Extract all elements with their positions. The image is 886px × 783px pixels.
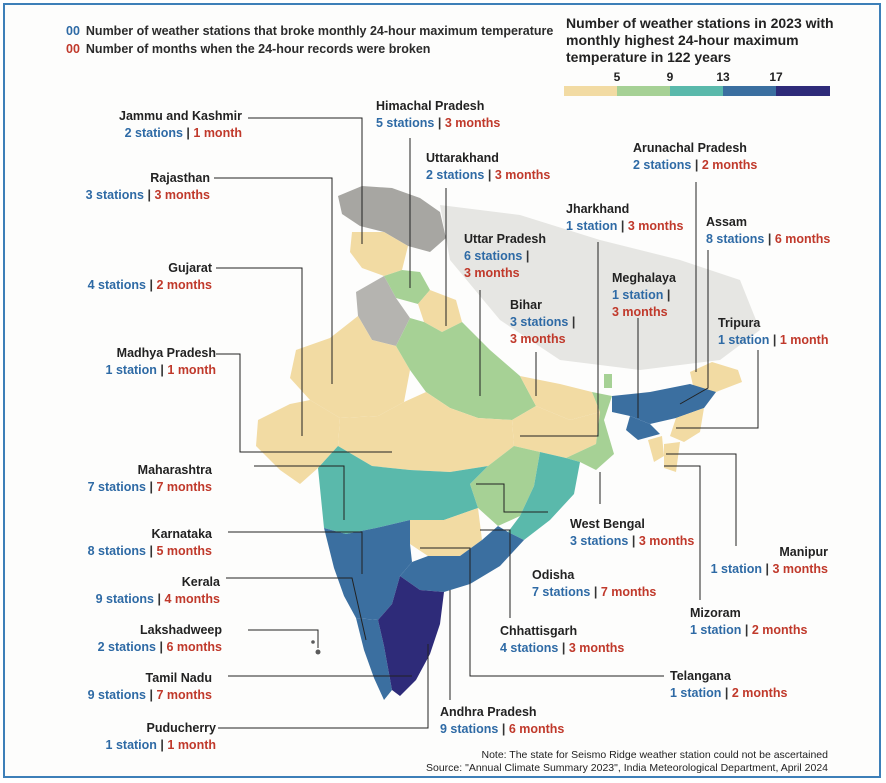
state-west-bengal (566, 392, 614, 470)
scale-swatch (723, 86, 776, 96)
scale-swatch (670, 86, 723, 96)
neighbour-region (440, 205, 760, 370)
label-telangana: Telangana 1 station | 2 months (670, 669, 788, 700)
label-arunachal-pradesh: Arunachal Pradesh 2 stations | 2 months (633, 141, 758, 172)
leader-line-mz (664, 465, 701, 600)
leader-line-as (679, 250, 709, 405)
legend-stations-text: Number of weather stations that broke mo… (85, 24, 554, 38)
leader-line-rj (214, 177, 333, 384)
label-tripura: Tripura 1 station | 1 month (718, 316, 829, 347)
state-jharkhand (512, 406, 600, 458)
label-uttarakhand: Uttarakhand 2 stations | 3 months (426, 151, 551, 182)
state-maharashtra (318, 446, 488, 534)
state-telangana (410, 508, 482, 556)
footer-note: Note: The state for Seismo Ridge weather… (481, 749, 828, 761)
leader-line-mh (254, 465, 345, 520)
state-karnataka (324, 520, 412, 620)
leader-line-ld (248, 629, 319, 648)
state-jammu-kashmir (350, 232, 408, 276)
leader-line-gj (216, 267, 303, 436)
scale-tick: 13 (716, 70, 730, 84)
scale-tick: 9 (666, 70, 674, 84)
leader-line-ka (228, 531, 363, 574)
leader-line-jh (520, 242, 599, 437)
region-ladakh (338, 186, 446, 252)
state-nagaland-manipur (670, 408, 704, 442)
state-tamil-nadu (378, 576, 444, 696)
scale-swatch (776, 86, 830, 96)
state-chhattisgarh (470, 446, 540, 526)
label-maharashtra: Maharashtra 7 stations | 7 months (87, 463, 212, 494)
region-punjab-haryana (356, 276, 410, 346)
leader-line-jk (248, 117, 363, 244)
lakshadweep-island (311, 640, 315, 644)
state-meghalaya (626, 416, 660, 440)
state-odisha (508, 452, 580, 540)
label-madhya-pradesh: Madhya Pradesh 1 station | 1 month (105, 346, 216, 377)
leader-line-tg (420, 547, 664, 677)
state-tripura (648, 436, 664, 462)
legend-stations: 00 Number of weather stations that broke … (66, 24, 553, 38)
label-andhra-pradesh: Andhra Pradesh 9 stations | 6 months (440, 705, 565, 736)
state-uttar-pradesh (396, 318, 536, 420)
scale-tick: 17 (769, 70, 783, 84)
state-uttarakhand (418, 290, 462, 332)
label-himachal-pradesh: Himachal Pradesh 5 stations | 3 months (376, 99, 501, 130)
state-arunachal (690, 362, 742, 392)
label-manipur: Manipur 1 station | 3 months (710, 545, 828, 576)
label-odisha: Odisha 7 stations | 7 months (532, 568, 657, 599)
label-jharkhand: Jharkhand 1 station | 3 months (566, 202, 684, 233)
leader-line-tr (676, 350, 759, 429)
leader-line-cg (480, 529, 511, 618)
state-rajasthan (290, 316, 410, 418)
state-bihar (520, 376, 600, 420)
legend-months-sample: 00 (66, 42, 80, 56)
footer-source: Source: "Annual Climate Summary 2023", I… (426, 762, 828, 774)
state-mizoram (664, 442, 680, 472)
label-kerala: Kerala 9 stations | 4 months (95, 575, 220, 606)
leader-lines (214, 117, 759, 729)
label-gujarat: Gujarat 4 stations | 2 months (87, 261, 212, 292)
state-kerala (356, 618, 392, 700)
legend-months: 00 Number of months when the 24-hour reco… (66, 42, 430, 56)
label-jammu-kashmir: Jammu and Kashmir 2 stations | 1 month (119, 109, 242, 140)
label-karnataka: Karnataka 8 stations | 5 months (87, 527, 212, 558)
label-west-bengal: West Bengal 3 stations | 3 months (570, 517, 695, 548)
legend-stations-sample: 00 (66, 24, 80, 38)
scale-swatch (617, 86, 670, 96)
scale-title: Number of weather stations in 2023 with … (566, 15, 834, 65)
label-bihar: Bihar 3 stations | 3 months (510, 298, 576, 346)
lakshadweep-island (315, 649, 321, 655)
leader-line-kl (226, 577, 367, 641)
state-andhra-pradesh (400, 526, 524, 592)
leader-line-py (218, 644, 429, 729)
state-himachal (384, 270, 430, 304)
label-chhattisgarh: Chhattisgarh 4 stations | 3 months (500, 624, 625, 655)
state-gujarat (256, 400, 340, 484)
label-lakshadweep: Lakshadweep 2 stations | 6 months (97, 623, 222, 654)
label-mizoram: Mizoram 1 station | 2 months (690, 606, 808, 637)
color-scale-bar (564, 86, 830, 96)
leader-line-mn (666, 453, 737, 546)
scale-tick: 5 (613, 70, 621, 84)
color-scale-ticks: 5 9 13 17 (564, 70, 830, 86)
leader-line-mp (216, 353, 392, 453)
leader-line-od (476, 483, 548, 513)
label-tamil-nadu: Tamil Nadu 9 stations | 7 months (87, 671, 212, 702)
label-assam: Assam 8 stations | 6 months (706, 215, 831, 246)
label-uttar-pradesh: Uttar Pradesh 6 stations | 3 months (464, 232, 546, 280)
label-rajasthan: Rajasthan 3 stations | 3 months (85, 171, 210, 202)
legend-months-text: Number of months when the 24-hour record… (85, 42, 431, 56)
label-meghalaya: Meghalaya 1 station | 3 months (612, 271, 676, 319)
scale-swatch (564, 86, 617, 96)
label-puducherry: Puducherry 1 station | 1 month (105, 721, 216, 752)
state-sikkim (604, 374, 612, 388)
